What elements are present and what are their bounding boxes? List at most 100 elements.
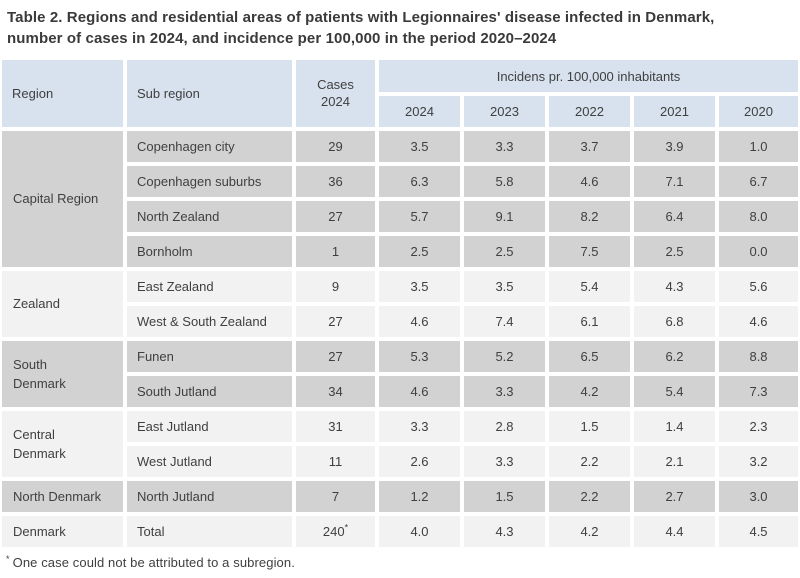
region-cell: South Denmark (0, 339, 125, 409)
incidence-cell-2023: 3.3 (462, 129, 547, 164)
incidence-cell-2024: 2.6 (377, 444, 462, 479)
incidence-cell-2020: 3.2 (717, 444, 800, 479)
incidence-cell-2020: 2.3 (717, 409, 800, 444)
table-row: West Jutland 11 2.6 3.3 2.2 2.1 3.2 (0, 444, 800, 479)
incidence-cell-2020: 0.0 (717, 234, 800, 269)
region-cell: Capital Region (0, 129, 125, 269)
incidence-cell-2024: 3.5 (377, 129, 462, 164)
incidence-cell-2021: 2.1 (632, 444, 717, 479)
col-header-sub-region: Sub region (125, 58, 294, 129)
incidence-cell-2020: 1.0 (717, 129, 800, 164)
incidence-cell-2021: 2.5 (632, 234, 717, 269)
incidence-cell-2024: 3.5 (377, 269, 462, 304)
sub-region-cell: East Zealand (125, 269, 294, 304)
cases-cell: 31 (294, 409, 377, 444)
region-cell: Central Denmark (0, 409, 125, 479)
table-row: Denmark Total 240* 4.0 4.3 4.2 4.4 4.5 (0, 514, 800, 549)
incidence-cell-2022: 4.2 (547, 514, 632, 549)
incidence-cell-2022: 7.5 (547, 234, 632, 269)
col-header-year-2020: 2020 (717, 94, 800, 129)
incidence-cell-2023: 2.5 (462, 234, 547, 269)
incidence-cell-2022: 3.7 (547, 129, 632, 164)
col-header-region: Region (0, 58, 125, 129)
cases-cell: 27 (294, 304, 377, 339)
incidence-cell-2022: 8.2 (547, 199, 632, 234)
incidence-cell-2021: 4.3 (632, 269, 717, 304)
col-header-year-2024: 2024 (377, 94, 462, 129)
cases-cell: 27 (294, 339, 377, 374)
incidence-cell-2024: 5.7 (377, 199, 462, 234)
cases-footnote-marker: * (344, 522, 349, 533)
incidence-cell-2022: 2.2 (547, 444, 632, 479)
incidence-cell-2020: 7.3 (717, 374, 800, 409)
incidence-cell-2020: 5.6 (717, 269, 800, 304)
incidence-cell-2020: 8.0 (717, 199, 800, 234)
sub-region-cell: Copenhagen suburbs (125, 164, 294, 199)
cases-cell: 29 (294, 129, 377, 164)
incidence-cell-2021: 3.9 (632, 129, 717, 164)
sub-region-cell: West Jutland (125, 444, 294, 479)
incidence-cell-2021: 5.4 (632, 374, 717, 409)
incidence-cell-2023: 5.2 (462, 339, 547, 374)
incidence-cell-2021: 2.7 (632, 479, 717, 514)
sub-region-cell: East Jutland (125, 409, 294, 444)
footnote-marker: * (6, 553, 10, 564)
cases-cell: 34 (294, 374, 377, 409)
incidence-cell-2024: 5.3 (377, 339, 462, 374)
sub-region-cell: West & South Zealand (125, 304, 294, 339)
col-header-year-2023: 2023 (462, 94, 547, 129)
incidence-cell-2022: 1.5 (547, 409, 632, 444)
table-row: Central Denmark East Jutland 31 3.3 2.8 1.5 1.… (0, 409, 800, 479)
sub-region-cell: North Jutland (125, 479, 294, 514)
sub-region-cell: South Jutland (125, 374, 294, 409)
cases-cell: 240* (294, 514, 377, 549)
incidence-cell-2021: 6.8 (632, 304, 717, 339)
incidence-cell-2023: 3.3 (462, 374, 547, 409)
cases-cell: 1 (294, 234, 377, 269)
col-header-incidence-group: Incidens pr. 100,000 inhabitants (377, 58, 800, 94)
sub-region-cell: North Zealand (125, 199, 294, 234)
table-row: West & South Zealand 27 4.6 7.4 6.1 6.8 4.6 (0, 304, 800, 339)
incidence-cell-2020: 4.6 (717, 304, 800, 339)
incidence-cell-2024: 4.6 (377, 374, 462, 409)
incidence-cell-2023: 3.3 (462, 444, 547, 479)
incidence-cell-2022: 5.4 (547, 269, 632, 304)
table-body: Capital Region Copenhagen city 29 3.5 3.3 3.7… (0, 129, 800, 549)
incidence-cell-2022: 6.5 (547, 339, 632, 374)
region-cell: North Denmark (0, 479, 125, 514)
table-row: Capital Region Copenhagen city 29 3.5 3.3 3.7… (0, 129, 800, 269)
cases-cell: 7 (294, 479, 377, 514)
incidence-cell-2020: 3.0 (717, 479, 800, 514)
incidence-cell-2023: 5.8 (462, 164, 547, 199)
col-header-year-2022: 2022 (547, 94, 632, 129)
incidence-cell-2024: 1.2 (377, 479, 462, 514)
legionnaires-incidence-table: Region Sub region Cases 2024 Incidens pr… (0, 58, 800, 549)
incidence-cell-2020: 6.7 (717, 164, 800, 199)
incidence-cell-2021: 6.2 (632, 339, 717, 374)
table-row: North Denmark North Jutland 7 1.2 1.5 2.2 2.7 3… (0, 479, 800, 514)
incidence-cell-2024: 2.5 (377, 234, 462, 269)
incidence-cell-2021: 4.4 (632, 514, 717, 549)
sub-region-cell: Total (125, 514, 294, 549)
incidence-cell-2024: 6.3 (377, 164, 462, 199)
table-row: Zealand East Zealand 9 3.5 3.5 5.4 4.3 5.6 (0, 269, 800, 339)
region-cell: Zealand (0, 269, 125, 339)
sub-region-cell: Bornholm (125, 234, 294, 269)
incidence-cell-2023: 4.3 (462, 514, 547, 549)
table-row: North Zealand 27 5.7 9.1 8.2 6.4 8.0 (0, 199, 800, 234)
col-header-year-2021: 2021 (632, 94, 717, 129)
incidence-cell-2023: 7.4 (462, 304, 547, 339)
sub-region-cell: Copenhagen city (125, 129, 294, 164)
table-row: South Denmark Funen 27 5.3 5.2 6.5 6.2 8.8 (0, 339, 800, 409)
sub-region-cell: Funen (125, 339, 294, 374)
incidence-cell-2021: 6.4 (632, 199, 717, 234)
footnote-text: One case could not be attributed to a su… (12, 555, 295, 570)
incidence-cell-2024: 4.0 (377, 514, 462, 549)
table-header: Region Sub region Cases 2024 Incidens pr… (0, 58, 800, 129)
incidence-cell-2021: 1.4 (632, 409, 717, 444)
incidence-cell-2023: 3.5 (462, 269, 547, 304)
incidence-cell-2022: 2.2 (547, 479, 632, 514)
table-row: South Jutland 34 4.6 3.3 4.2 5.4 7.3 (0, 374, 800, 409)
incidence-cell-2023: 1.5 (462, 479, 547, 514)
cases-cell: 11 (294, 444, 377, 479)
